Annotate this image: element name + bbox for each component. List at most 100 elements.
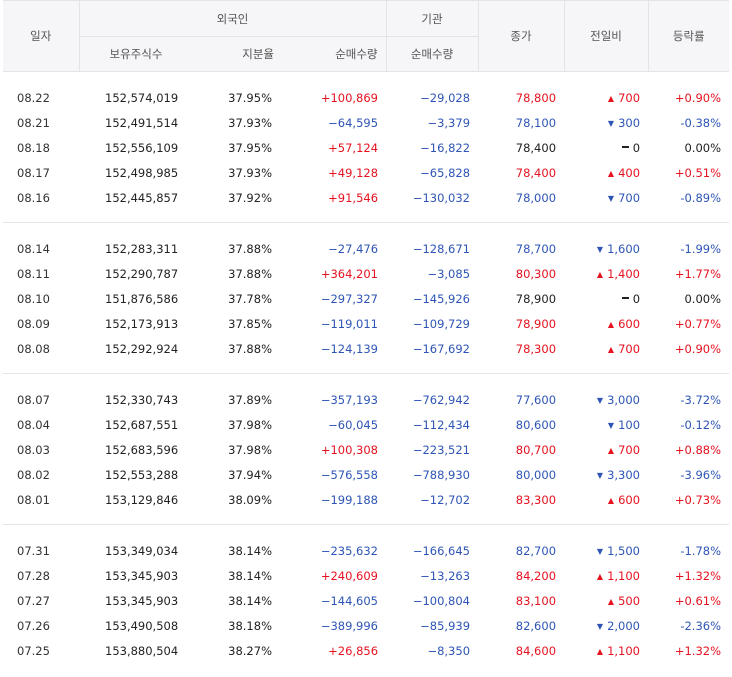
change-value: 700	[618, 190, 641, 205]
cell-inst-net: −8,350	[427, 643, 471, 658]
cell-holdings: 152,498,985	[105, 165, 179, 180]
cell-ratio: 37.98%	[228, 442, 272, 457]
header-holdings: 보유주식수	[78, 36, 197, 72]
change-value: 3,300	[607, 467, 641, 482]
change-value: 600	[618, 316, 641, 331]
change-value: 100	[618, 417, 641, 432]
cell-ratio: 37.88%	[228, 266, 272, 281]
cell-change: ▼ 2,000	[564, 613, 648, 638]
row-spacer	[3, 361, 730, 374]
cell-ratio: 38.14%	[228, 593, 272, 608]
cell-ratio: 38.09%	[228, 492, 272, 507]
up-triangle-icon: ▲	[607, 93, 615, 103]
up-triangle-icon: ▲	[607, 445, 615, 455]
change-value: 2,000	[607, 618, 641, 633]
cell-foreign-net: +91,546	[328, 190, 379, 205]
cell-inst-net: −112,434	[412, 417, 471, 432]
cell-ratio: 38.14%	[228, 568, 272, 583]
cell-holdings: 153,880,504	[105, 643, 179, 658]
table-row: 08.16 152,445,857 37.92% +91,546 −130,032 78,…	[3, 185, 729, 210]
change-value: 3,000	[607, 392, 641, 407]
cell-inst-net: −109,729	[412, 316, 471, 331]
cell-foreign-net: +364,201	[320, 266, 379, 281]
cell-inst-net: −130,032	[412, 190, 471, 205]
cell-date: 08.22	[17, 90, 50, 105]
cell-close: 82,600	[515, 618, 557, 633]
down-triangle-icon: ▼	[596, 244, 604, 254]
table-row: 08.01 153,129,846 38.09% −199,188 −12,702 83,…	[3, 487, 729, 512]
cell-rate: -3.96%	[680, 467, 722, 482]
table-row: 07.25 153,880,504 38.27% +26,856 −8,350 84,60…	[3, 638, 729, 663]
row-spacer	[3, 223, 729, 237]
cell-inst-net: −13,263	[420, 568, 471, 583]
cell-inst-net: −85,939	[420, 618, 471, 633]
cell-foreign-net: −60,045	[328, 417, 379, 432]
cell-close: 83,300	[515, 492, 557, 507]
cell-rate: +1.32%	[674, 568, 722, 583]
cell-holdings: 152,687,551	[105, 417, 179, 432]
cell-foreign-net: +49,128	[328, 165, 379, 180]
table-body: 08.22 152,574,019 37.95% +100,869 −29,028 78,…	[3, 72, 730, 664]
cell-holdings: 152,553,288	[105, 467, 179, 482]
cell-inst-net: −166,645	[412, 543, 471, 558]
row-spacer	[3, 512, 730, 525]
up-triangle-icon: ▲	[596, 269, 604, 279]
cell-inst-net: −12,702	[420, 492, 471, 507]
table-row: 08.18 152,556,109 37.95% +57,124 −16,822 78,4…	[3, 135, 729, 160]
header-rate: 등락률	[647, 0, 730, 72]
cell-close: 80,600	[515, 417, 557, 432]
cell-date: 08.17	[17, 165, 50, 180]
cell-inst-net: −788,930	[412, 467, 471, 482]
cell-date: 08.11	[17, 266, 50, 281]
change-value: 1,500	[607, 543, 641, 558]
cell-holdings: 152,445,857	[105, 190, 179, 205]
cell-ratio: 37.78%	[228, 291, 272, 306]
change-value: 300	[618, 115, 641, 130]
cell-rate: +0.73%	[674, 492, 722, 507]
cell-inst-net: −3,379	[427, 115, 471, 130]
cell-foreign-net: −124,139	[320, 341, 379, 356]
cell-foreign-net: +100,869	[320, 90, 379, 105]
cell-change: ▲ 1,400	[564, 261, 648, 286]
cell-date: 08.10	[17, 291, 50, 306]
change-value: 500	[618, 593, 641, 608]
header-foreign: 외국인	[78, 0, 387, 37]
cell-change: ▲ 600	[564, 487, 648, 512]
cell-ratio: 37.88%	[228, 341, 272, 356]
down-triangle-icon: ▼	[607, 193, 615, 203]
cell-change: ▲ 700	[564, 437, 648, 462]
cell-rate: -1.78%	[680, 543, 722, 558]
cell-rate: +0.51%	[674, 165, 722, 180]
cell-inst-net: −65,828	[420, 165, 471, 180]
cell-ratio: 38.18%	[228, 618, 272, 633]
header-foreign-net: 순매수량	[282, 36, 387, 72]
change-value: 0	[632, 291, 641, 306]
cell-change: ▼ 700	[564, 185, 648, 210]
cell-ratio: 38.14%	[228, 543, 272, 558]
cell-foreign-net: −199,188	[320, 492, 379, 507]
cell-holdings: 152,491,514	[105, 115, 179, 130]
cell-rate: +0.90%	[674, 341, 722, 356]
cell-inst-net: −100,804	[412, 593, 471, 608]
cell-change: ▲ 700	[564, 336, 648, 361]
cell-holdings: 153,349,034	[105, 543, 179, 558]
cell-close: 78,900	[515, 316, 557, 331]
cell-holdings: 151,876,586	[105, 291, 179, 306]
change-value: 0	[632, 140, 641, 155]
cell-change: ▲ 700	[564, 85, 648, 110]
cell-change: ▼ 3,300	[564, 462, 648, 487]
table-row: 07.27 153,345,903 38.14% −144,605 −100,804 83…	[3, 588, 729, 613]
cell-holdings: 152,292,924	[105, 341, 179, 356]
header-close: 종가	[477, 0, 565, 72]
cell-holdings: 153,345,903	[105, 593, 179, 608]
cell-ratio: 37.88%	[228, 241, 272, 256]
cell-date: 07.31	[17, 543, 50, 558]
cell-change: ▼ 3,000	[564, 387, 648, 412]
change-value: 1,100	[607, 643, 641, 658]
cell-date: 08.09	[17, 316, 50, 331]
cell-rate: -2.36%	[680, 618, 722, 633]
change-value: 600	[618, 492, 641, 507]
change-value: 1,100	[607, 568, 641, 583]
table-row: 08.07 152,330,743 37.89% −357,193 −762,942 77…	[3, 387, 729, 412]
cell-foreign-net: −64,595	[328, 115, 379, 130]
